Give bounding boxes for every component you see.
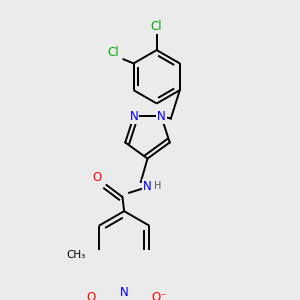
Text: N: N — [157, 110, 166, 123]
Text: O⁻: O⁻ — [152, 291, 167, 300]
Text: Cl: Cl — [108, 46, 119, 59]
Text: O: O — [93, 171, 102, 184]
Text: H: H — [154, 181, 161, 191]
Text: N: N — [129, 110, 138, 123]
Text: N: N — [120, 286, 128, 299]
Text: CH₃: CH₃ — [67, 250, 86, 260]
Text: Cl: Cl — [151, 20, 163, 33]
Text: N: N — [143, 181, 152, 194]
Text: O: O — [86, 291, 95, 300]
